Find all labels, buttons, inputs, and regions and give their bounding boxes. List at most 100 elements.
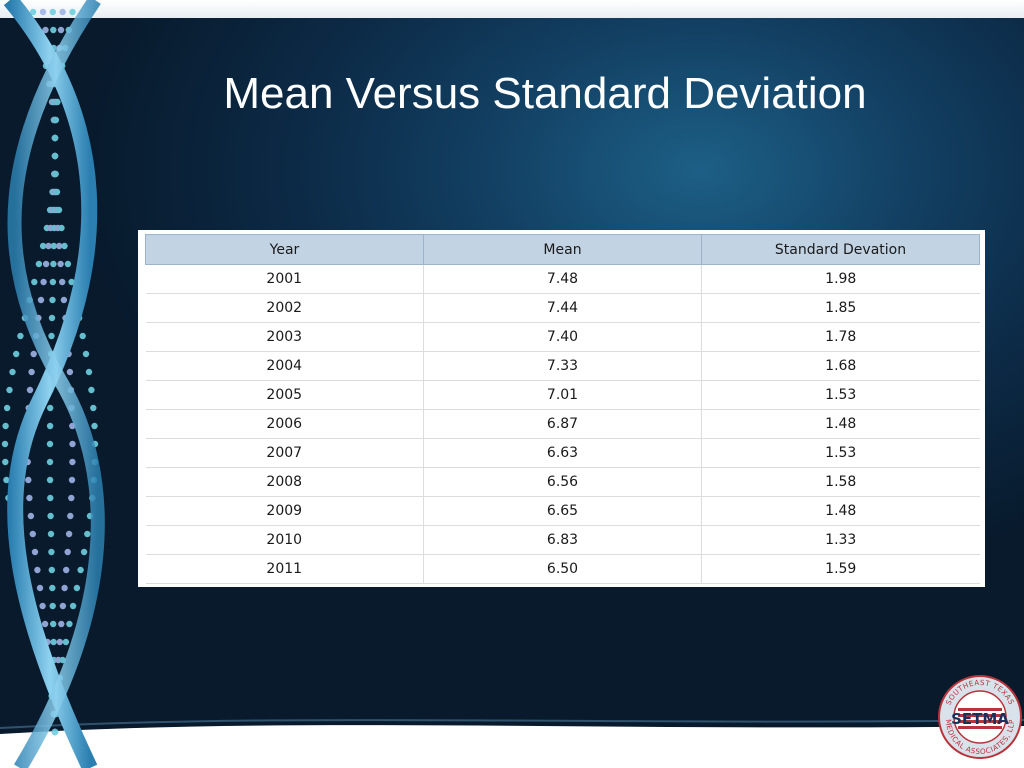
helix-bead [31, 548, 39, 556]
helix-bead [48, 332, 55, 340]
top-band [0, 0, 1024, 18]
helix-bead [49, 8, 56, 16]
helix-bead [29, 530, 36, 538]
helix-bead [37, 296, 45, 304]
mean-cell: 7.48 [423, 264, 702, 294]
helix-bead [61, 242, 68, 250]
helix-bead [67, 512, 74, 520]
table-row: 2007 6.63 1.53 [145, 438, 980, 468]
helix-bead [64, 260, 72, 268]
standard-deviation-cell: 1.33 [701, 525, 980, 555]
helix-bead [46, 458, 54, 466]
helix-bead [39, 602, 46, 610]
helix-bead [48, 566, 55, 574]
helix-bead [58, 224, 65, 232]
mean-cell: 7.40 [423, 322, 702, 352]
helix-bead [68, 278, 75, 286]
helix-bead [46, 422, 54, 430]
table-row: 2003 7.40 1.78 [145, 322, 980, 352]
helix-bead [26, 494, 33, 502]
helix-bead [47, 530, 55, 538]
table-row: 2011 6.50 1.59 [145, 554, 980, 584]
helix-bead [49, 278, 57, 286]
helix-bead [68, 476, 76, 484]
helix-bead [51, 134, 59, 142]
helix-bead [59, 8, 66, 16]
helix-bead [49, 602, 56, 610]
helix-bead [62, 638, 70, 646]
helix-bead [46, 440, 54, 448]
helix-bead [6, 386, 13, 394]
year-cell: 2003 [145, 322, 424, 352]
helix-bead [69, 8, 76, 16]
setma-logo: SETMA SOUTHEAST TEXAS MEDICAL ASSOCIATES… [938, 675, 1022, 759]
standard-deviation-cell: 1.48 [701, 409, 980, 439]
helix-bead [56, 638, 63, 646]
column-header-year: Year [145, 234, 424, 265]
helix-bead [61, 584, 68, 592]
helix-bead [34, 566, 41, 574]
helix-bead [54, 98, 61, 106]
helix-bead [53, 188, 61, 196]
table-row: 2010 6.83 1.33 [145, 525, 980, 555]
column-header-mean: Mean [423, 234, 702, 265]
helix-bead [60, 296, 68, 304]
helix-bead [77, 566, 84, 574]
helix-bead [41, 620, 49, 628]
helix-bead [66, 620, 73, 628]
year-cell: 2009 [145, 496, 424, 526]
helix-bead [90, 404, 97, 412]
helix-bead [84, 530, 91, 538]
helix-bead [13, 350, 20, 358]
helix-bead [39, 242, 47, 250]
year-cell: 2011 [145, 554, 424, 584]
helix-bead [58, 620, 65, 628]
helix-bead [47, 404, 54, 412]
helix-bead [69, 602, 77, 610]
table-row: 2008 6.56 1.58 [145, 467, 980, 497]
helix-bead [69, 440, 76, 448]
helix-bead [28, 368, 35, 376]
helix-bead [62, 566, 70, 574]
helix-bead [52, 116, 60, 124]
helix-bead [52, 728, 59, 736]
svg-text:SETMA: SETMA [951, 710, 1009, 728]
table-row: 2001 7.48 1.98 [145, 264, 980, 294]
helix-bead [50, 638, 57, 646]
year-cell: 2001 [145, 264, 424, 294]
helix-bead [57, 260, 64, 268]
helix-bead [50, 620, 57, 628]
helix-bead [47, 512, 54, 520]
helix-bead [59, 602, 67, 610]
standard-deviation-cell: 1.58 [701, 467, 980, 497]
helix-bead [73, 584, 81, 592]
helix-bead [30, 350, 37, 358]
year-cell: 2008 [145, 467, 424, 497]
helix-bead [56, 242, 63, 250]
helix-bead [64, 548, 71, 556]
year-cell: 2006 [145, 409, 424, 439]
helix-bead [49, 296, 56, 304]
mean-cell: 6.56 [423, 467, 702, 497]
helix-bead [26, 386, 34, 394]
data-table-panel: Year Mean Standard Devation 2001 7.48 1.98… [138, 230, 985, 587]
standard-deviation-cell: 1.53 [701, 380, 980, 410]
mean-sd-table: Year Mean Standard Devation 2001 7.48 1.98… [145, 234, 980, 584]
table-row: 2006 6.87 1.48 [145, 409, 980, 439]
bottom-band [0, 719, 1024, 768]
helix-bead [27, 512, 35, 520]
table-row: 2002 7.44 1.85 [145, 293, 980, 323]
helix-bead [50, 260, 57, 268]
helix-bead [51, 152, 59, 160]
year-cell: 2007 [145, 438, 424, 468]
helix-bead [68, 494, 75, 502]
helix-bead [2, 422, 9, 430]
helix-bead [66, 368, 74, 376]
helix-bead [59, 656, 66, 664]
mean-cell: 6.65 [423, 496, 702, 526]
helix-bead [31, 278, 38, 286]
helix-bead [1, 440, 9, 448]
helix-bead [36, 584, 44, 592]
mean-cell: 7.33 [423, 351, 702, 381]
